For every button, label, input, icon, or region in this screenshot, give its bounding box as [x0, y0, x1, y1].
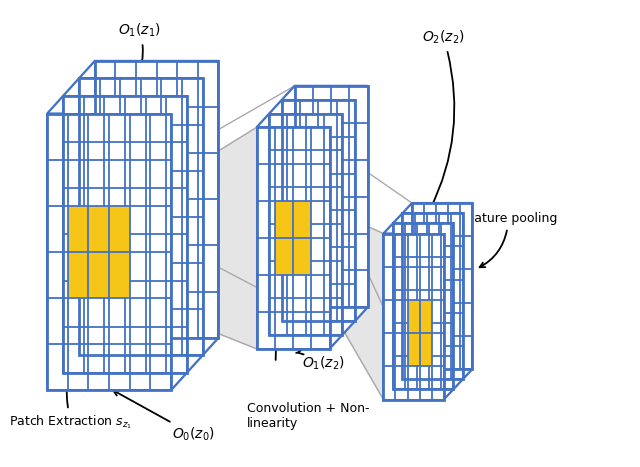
Bar — [95, 61, 218, 338]
Polygon shape — [257, 86, 367, 127]
Text: $O_1(z_1)$: $O_1(z_1)$ — [118, 22, 161, 78]
Polygon shape — [330, 86, 367, 349]
Text: $O_1(z_2)$: $O_1(z_2)$ — [296, 349, 345, 372]
Bar — [403, 213, 463, 379]
Text: $O_2(z_2)$: $O_2(z_2)$ — [422, 29, 465, 209]
Polygon shape — [444, 203, 472, 400]
Polygon shape — [47, 61, 218, 113]
Text: $O_0(z_0)$: $O_0(z_0)$ — [113, 390, 214, 443]
Polygon shape — [383, 203, 472, 234]
Bar — [408, 300, 431, 367]
Polygon shape — [130, 127, 257, 349]
Bar — [412, 203, 472, 369]
Bar — [257, 127, 330, 349]
Bar — [412, 203, 472, 369]
Text: Feature pooling: Feature pooling — [460, 212, 557, 267]
Bar — [79, 78, 203, 355]
Bar — [275, 201, 311, 275]
Polygon shape — [311, 201, 383, 400]
Bar — [95, 61, 218, 338]
Bar — [282, 99, 355, 321]
Polygon shape — [171, 61, 218, 390]
Bar — [63, 96, 187, 373]
Bar — [269, 113, 342, 335]
Bar — [393, 223, 453, 389]
Bar — [383, 234, 444, 400]
Bar — [269, 113, 342, 335]
Bar — [79, 78, 203, 355]
Bar — [282, 99, 355, 321]
Bar — [47, 113, 171, 390]
Text: Convolution + Non-
linearity: Convolution + Non- linearity — [247, 402, 369, 430]
Text: Patch Extraction $s_{z_1}$: Patch Extraction $s_{z_1}$ — [9, 306, 132, 431]
Bar — [403, 213, 463, 379]
Bar — [383, 234, 444, 400]
Bar — [393, 223, 453, 389]
Bar — [294, 86, 367, 307]
Bar — [47, 113, 171, 390]
Bar — [257, 127, 330, 349]
Bar — [68, 206, 130, 298]
Bar — [63, 96, 187, 373]
Bar — [294, 86, 367, 307]
